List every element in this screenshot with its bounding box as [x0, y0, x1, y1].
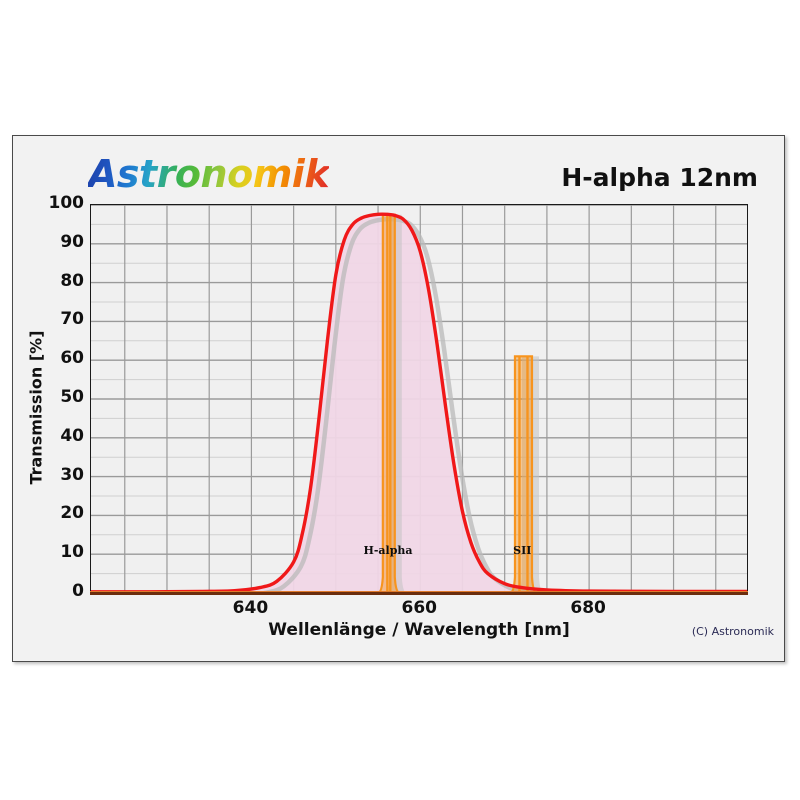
- x-axis-tick-label: 680: [570, 598, 606, 618]
- x-axis-line: [90, 592, 748, 595]
- x-axis-title: Wellenlänge / Wavelength [nm]: [268, 620, 570, 640]
- y-axis-tick-label: 70: [60, 309, 84, 330]
- y-axis-tick-label: 20: [60, 503, 84, 524]
- x-axis-highlight: [90, 591, 748, 592]
- x-axis-tick-label: 640: [232, 598, 269, 618]
- astronomik-logo: Astronomik: [88, 152, 330, 196]
- y-axis-tick-label: 40: [60, 425, 84, 446]
- emission-label-sii: SII: [513, 544, 532, 558]
- plot-area: [90, 204, 748, 593]
- page-title: H-alpha 12nm: [561, 163, 758, 192]
- copyright-notice: (C) Astronomik: [691, 625, 774, 638]
- y-axis-title: Transmission [%]: [26, 330, 46, 485]
- emission-label-h-alpha: H-alpha: [363, 544, 413, 558]
- y-axis-ticks: 0 10 20 30 40 50 60 70 80 90 100: [6, 0, 85, 800]
- y-axis-tick-label: 0: [72, 581, 84, 601]
- y-axis-tick-label: 30: [60, 464, 84, 485]
- x-axis-tick-label: 660: [401, 598, 438, 618]
- y-axis-tick-label: 80: [60, 270, 84, 291]
- y-axis-tick-label: 100: [48, 193, 85, 213]
- y-axis-tick-label: 60: [60, 348, 84, 369]
- y-axis-tick-label: 50: [60, 387, 84, 407]
- y-axis-tick-label: 90: [60, 231, 84, 252]
- transmission-curve: [91, 212, 747, 593]
- y-axis-tick-label: 10: [60, 542, 84, 563]
